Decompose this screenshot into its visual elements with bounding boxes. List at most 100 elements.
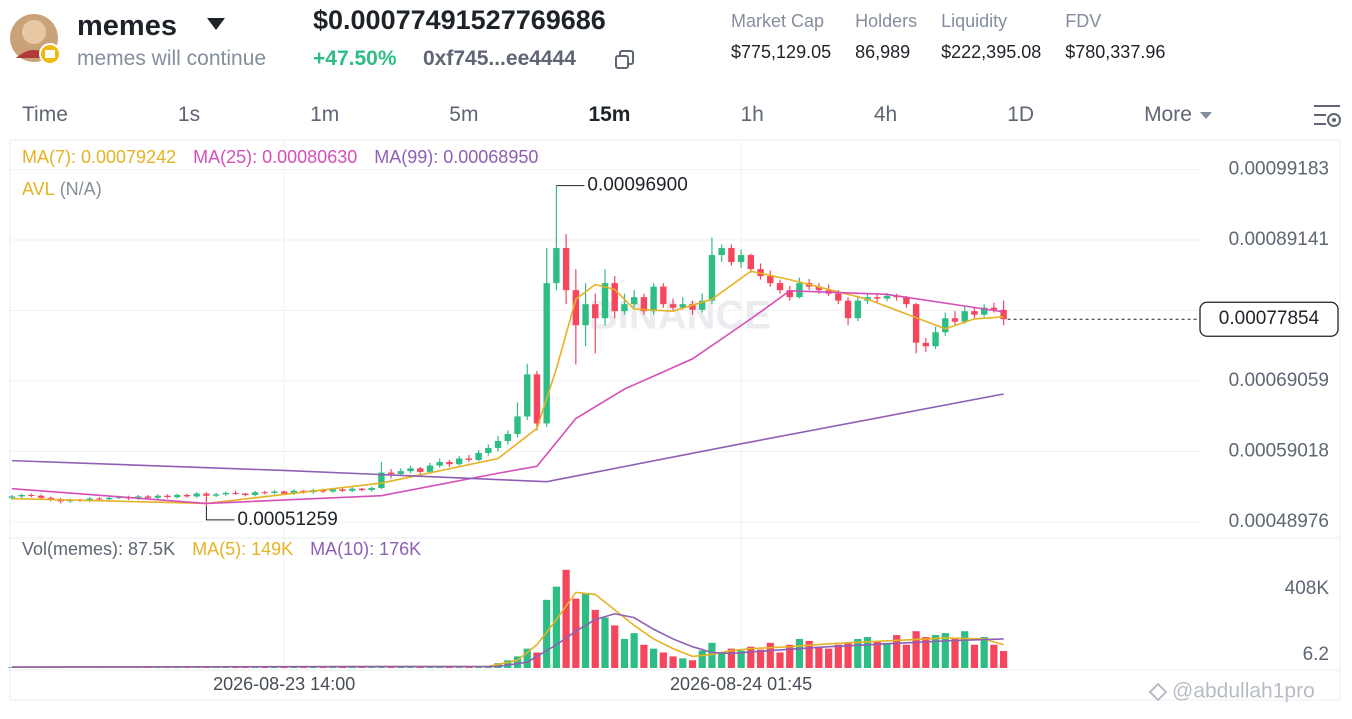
volume-bar (747, 646, 755, 668)
timeframe-tab[interactable]: 1m (310, 103, 340, 126)
volume-ma-line (11, 591, 1004, 668)
volume-bar (387, 666, 395, 668)
stat: Holders 86,989 (855, 11, 917, 63)
timeframe-tab[interactable]: 5m (449, 103, 479, 126)
avl-value: (N/A) (60, 179, 102, 199)
candle-body (718, 248, 725, 256)
candle-body (660, 286, 667, 305)
volume-bar (786, 644, 794, 668)
candle-body (154, 495, 161, 498)
volume-bar (416, 667, 424, 668)
candle-body (728, 248, 735, 263)
candle-body (572, 290, 580, 326)
volume-bar (640, 644, 648, 668)
volume-bar (193, 667, 201, 668)
watermark-logo (1148, 682, 1168, 702)
candle-body (553, 248, 560, 284)
legend-item: MA(7): 0.00079242 (22, 147, 176, 167)
candle-body (115, 497, 123, 499)
volume-bar (581, 593, 590, 668)
candle-body (874, 297, 881, 299)
volume-bar (854, 638, 862, 668)
volume-bar (620, 638, 629, 668)
contract-address: 0xf745...ee4444 (423, 47, 576, 70)
settings-icon[interactable] (1312, 102, 1344, 130)
candle-body (242, 493, 249, 496)
candle-body (932, 332, 939, 347)
candle-body (261, 492, 268, 494)
stat-value: $780,337.96 (1065, 42, 1166, 62)
volume-ma-line (11, 612, 1004, 668)
copy-icon[interactable] (614, 49, 636, 71)
volume-bar (222, 667, 230, 668)
volume-bar (601, 617, 609, 668)
stat-label: Liquidity (941, 11, 1008, 31)
legend-value: 0.00080630 (262, 147, 357, 167)
volume-bar (290, 667, 298, 668)
timeframe-tab[interactable]: 4h (873, 103, 898, 126)
chart-frame (9, 139, 1341, 701)
candle-body (96, 498, 103, 500)
candle-body (504, 433, 511, 441)
legend-item: MA(5): 149K (192, 539, 293, 559)
volume-bar (873, 640, 881, 668)
volume-bar (863, 637, 872, 668)
volume-bar (173, 667, 181, 668)
legend-item: MA(10): 176K (310, 539, 421, 559)
legend-item: Vol(memes): 87.5K (22, 539, 175, 559)
volume-bar (698, 650, 706, 668)
token-price: $0.00077491527769686 (313, 5, 606, 35)
legend-item: MA(99): 0.00068950 (374, 147, 538, 167)
legend-value: 176K (379, 539, 421, 559)
dropdown-arrow[interactable] (207, 18, 227, 32)
timeframe-tab[interactable]: 15m (588, 103, 631, 126)
volume-bar (766, 642, 774, 668)
timeframe-tab[interactable]: 1D (1007, 103, 1035, 126)
candle-body (961, 311, 968, 322)
volume-bar (630, 633, 638, 668)
volume-bar (902, 644, 910, 668)
legend-value: 0.00068950 (443, 147, 538, 167)
candle-body (37, 495, 45, 498)
timeframe-tabs: Time 1s 1m 5m 15m 1h 4h 1D More (22, 103, 1212, 127)
volume-bar (883, 642, 891, 668)
candle-body (533, 374, 541, 424)
candle-body (8, 496, 16, 498)
stat-value: $222,395.08 (941, 42, 1042, 62)
volume-bar (494, 663, 502, 668)
candle-body (339, 489, 346, 491)
volume-bar (659, 652, 667, 668)
timeframe-tab[interactable]: More (1144, 103, 1212, 127)
token-subtitle: memes will continue (77, 47, 267, 70)
candle-body (203, 493, 210, 496)
y-tick-label: 408K (1285, 578, 1330, 599)
candle-body (767, 276, 774, 284)
volume-bar (990, 644, 998, 668)
timeframe-tab[interactable]: 1h (740, 103, 764, 126)
avatar (10, 14, 61, 65)
candle-body (378, 472, 385, 488)
volume-bar (980, 637, 988, 668)
x-tick-label: 2026-08-23 14:00 (213, 674, 355, 694)
candle-body (28, 495, 35, 497)
y-tick-label: 0.00089141 (1229, 229, 1329, 250)
timeframe-tab[interactable]: 1s (177, 103, 201, 126)
legend-name: MA(10): (310, 539, 374, 559)
volume-bar (455, 666, 463, 668)
candle-body (358, 488, 366, 491)
volume-bar (144, 667, 152, 668)
candle-body (349, 488, 356, 491)
avl-label: AVL (N/A) (22, 179, 102, 199)
volume-bar (912, 631, 920, 668)
candle-body (212, 494, 220, 496)
candle-body (854, 300, 861, 319)
volume-bar (523, 648, 531, 668)
low-marker (205, 505, 235, 521)
volume-bar (650, 648, 658, 668)
current-price-label: 0.00077854 (1219, 308, 1320, 329)
y-tick-label: 0.00069059 (1229, 370, 1329, 391)
candle-body (47, 497, 55, 500)
candle-body (319, 490, 327, 492)
timeframe-tab[interactable]: Time (22, 103, 68, 126)
